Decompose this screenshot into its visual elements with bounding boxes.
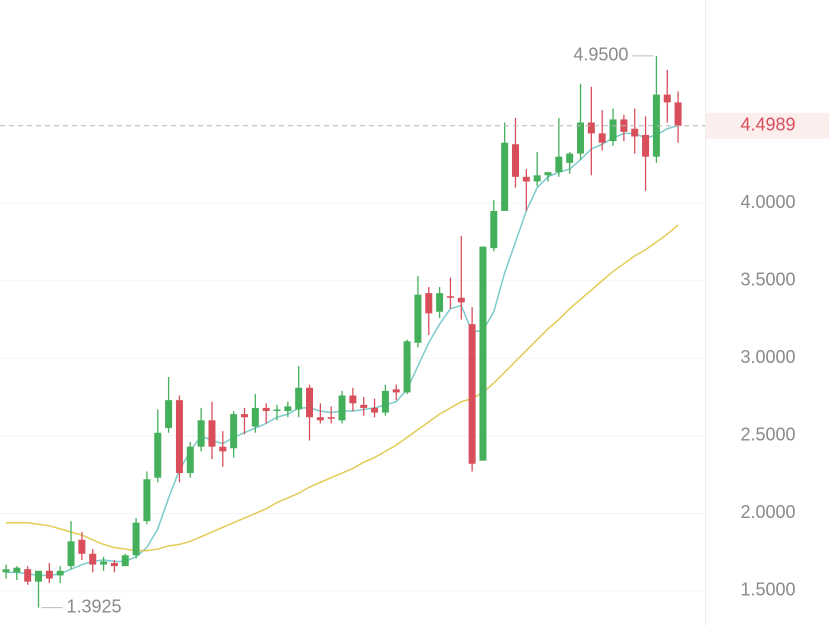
candle-body [100,561,108,565]
candle-body [78,539,86,554]
candle-body [2,569,10,573]
candle-body [446,296,454,298]
moving-average-line [6,124,679,577]
candle-body [219,446,227,452]
y-tick-label: 3.5000 [740,269,795,289]
candle-body [338,395,346,421]
candle-body [132,522,140,556]
candle-body [663,94,671,103]
candle-body [414,294,422,343]
max-label: 4.9500 [573,45,628,65]
candle-body [67,541,75,567]
candle-body [35,570,43,582]
candle-body [306,387,314,418]
candle-body [360,404,368,408]
y-tick-label: 3.0000 [740,347,795,367]
candle-body [89,553,97,565]
candle-body [349,395,357,404]
candle-body [457,297,465,303]
candle-body [284,406,292,412]
candle-body [436,293,444,312]
candle-body [295,387,303,410]
y-tick-label: 2.0000 [740,502,795,522]
candle-body [186,446,194,474]
candle-body [154,432,162,478]
last-price-box [706,112,829,139]
candle-body [175,400,183,474]
candle-body [240,414,248,418]
candle-body [13,567,21,573]
candle-body [381,390,389,413]
candle-body [165,400,173,429]
candle-body [121,555,129,567]
last-price-label: 4.4989 [740,115,795,135]
candle-body [208,420,216,447]
candle-body [555,156,563,173]
y-tick-label: 4.0000 [740,192,795,212]
min-label: 1.3925 [67,596,122,616]
candle-body [533,175,541,182]
moving-average-line [6,224,679,552]
candle-body [598,133,606,143]
candle-body [392,389,400,393]
candle-body [230,414,238,449]
candle-body [544,172,552,176]
candle-body [479,246,487,461]
candle-body [45,570,53,579]
candle-body [327,417,335,419]
candle-body [631,128,639,137]
candle-body [501,142,509,211]
candle-body [262,407,270,412]
candle-body [652,94,660,157]
candle-body [371,407,379,413]
candle-body [587,122,595,134]
candle-body [511,144,519,177]
candle-body [403,341,411,393]
candle-body [273,409,281,412]
candle-body [197,420,205,447]
candle-body [642,134,650,157]
candle-body [609,119,617,142]
candle-body [56,570,64,576]
candle-body [522,176,530,182]
candle-body [251,407,259,427]
candle-body [490,210,498,249]
candle-body [143,479,151,522]
candle-body [566,153,574,163]
candle-body [425,293,433,314]
y-tick-label: 1.5000 [740,580,795,600]
candle-body [110,563,118,567]
candle-body [468,324,476,464]
candle-body [577,122,585,154]
candle-body [316,417,324,421]
candle-body [674,102,682,126]
y-tick-label: 2.5000 [740,425,795,445]
candle-body [24,569,32,582]
